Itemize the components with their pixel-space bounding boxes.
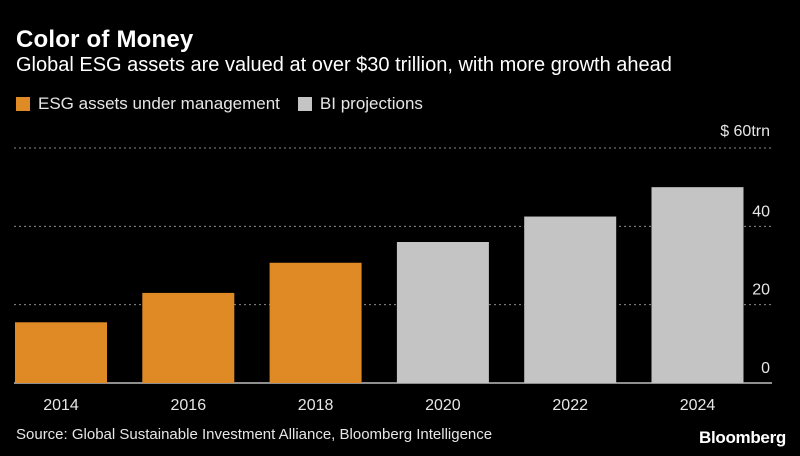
legend-swatch-esg [16,97,30,111]
y-tick-label: 40 [752,203,770,220]
bar-2018 [269,262,362,383]
bar-2014 [15,322,107,383]
bar-2016 [142,292,235,383]
x-tick-label: 2018 [298,397,334,414]
chart-subtitle: Global ESG assets are valued at over $30… [16,54,672,76]
legend-label-esg: ESG assets under management [38,94,280,113]
bar-2020 [396,242,489,383]
source-note: Source: Global Sustainable Investment Al… [16,426,493,443]
y-tick-label: 0 [761,360,770,377]
bar-2024 [651,187,744,383]
bar-2022 [524,216,617,383]
legend-item-esg: ESG assets under management [16,94,280,114]
x-tick-label: 2022 [552,397,588,414]
x-tick-label: 2016 [171,397,207,414]
legend: ESG assets under management BI projectio… [16,94,441,114]
x-tick-label: 2024 [680,397,716,414]
legend-swatch-projections [297,97,312,111]
legend-item-projections: BI projections [297,94,423,114]
y-tick-label: 20 [752,282,770,299]
bloomberg-logo: Bloomberg [698,428,786,447]
y-tick-label: $ 60trn [720,123,770,140]
chart-title: Color of Money [16,26,194,53]
x-tick-label: 2014 [43,397,79,414]
x-tick-label: 2020 [425,397,461,414]
legend-label-projections: BI projections [319,94,423,113]
